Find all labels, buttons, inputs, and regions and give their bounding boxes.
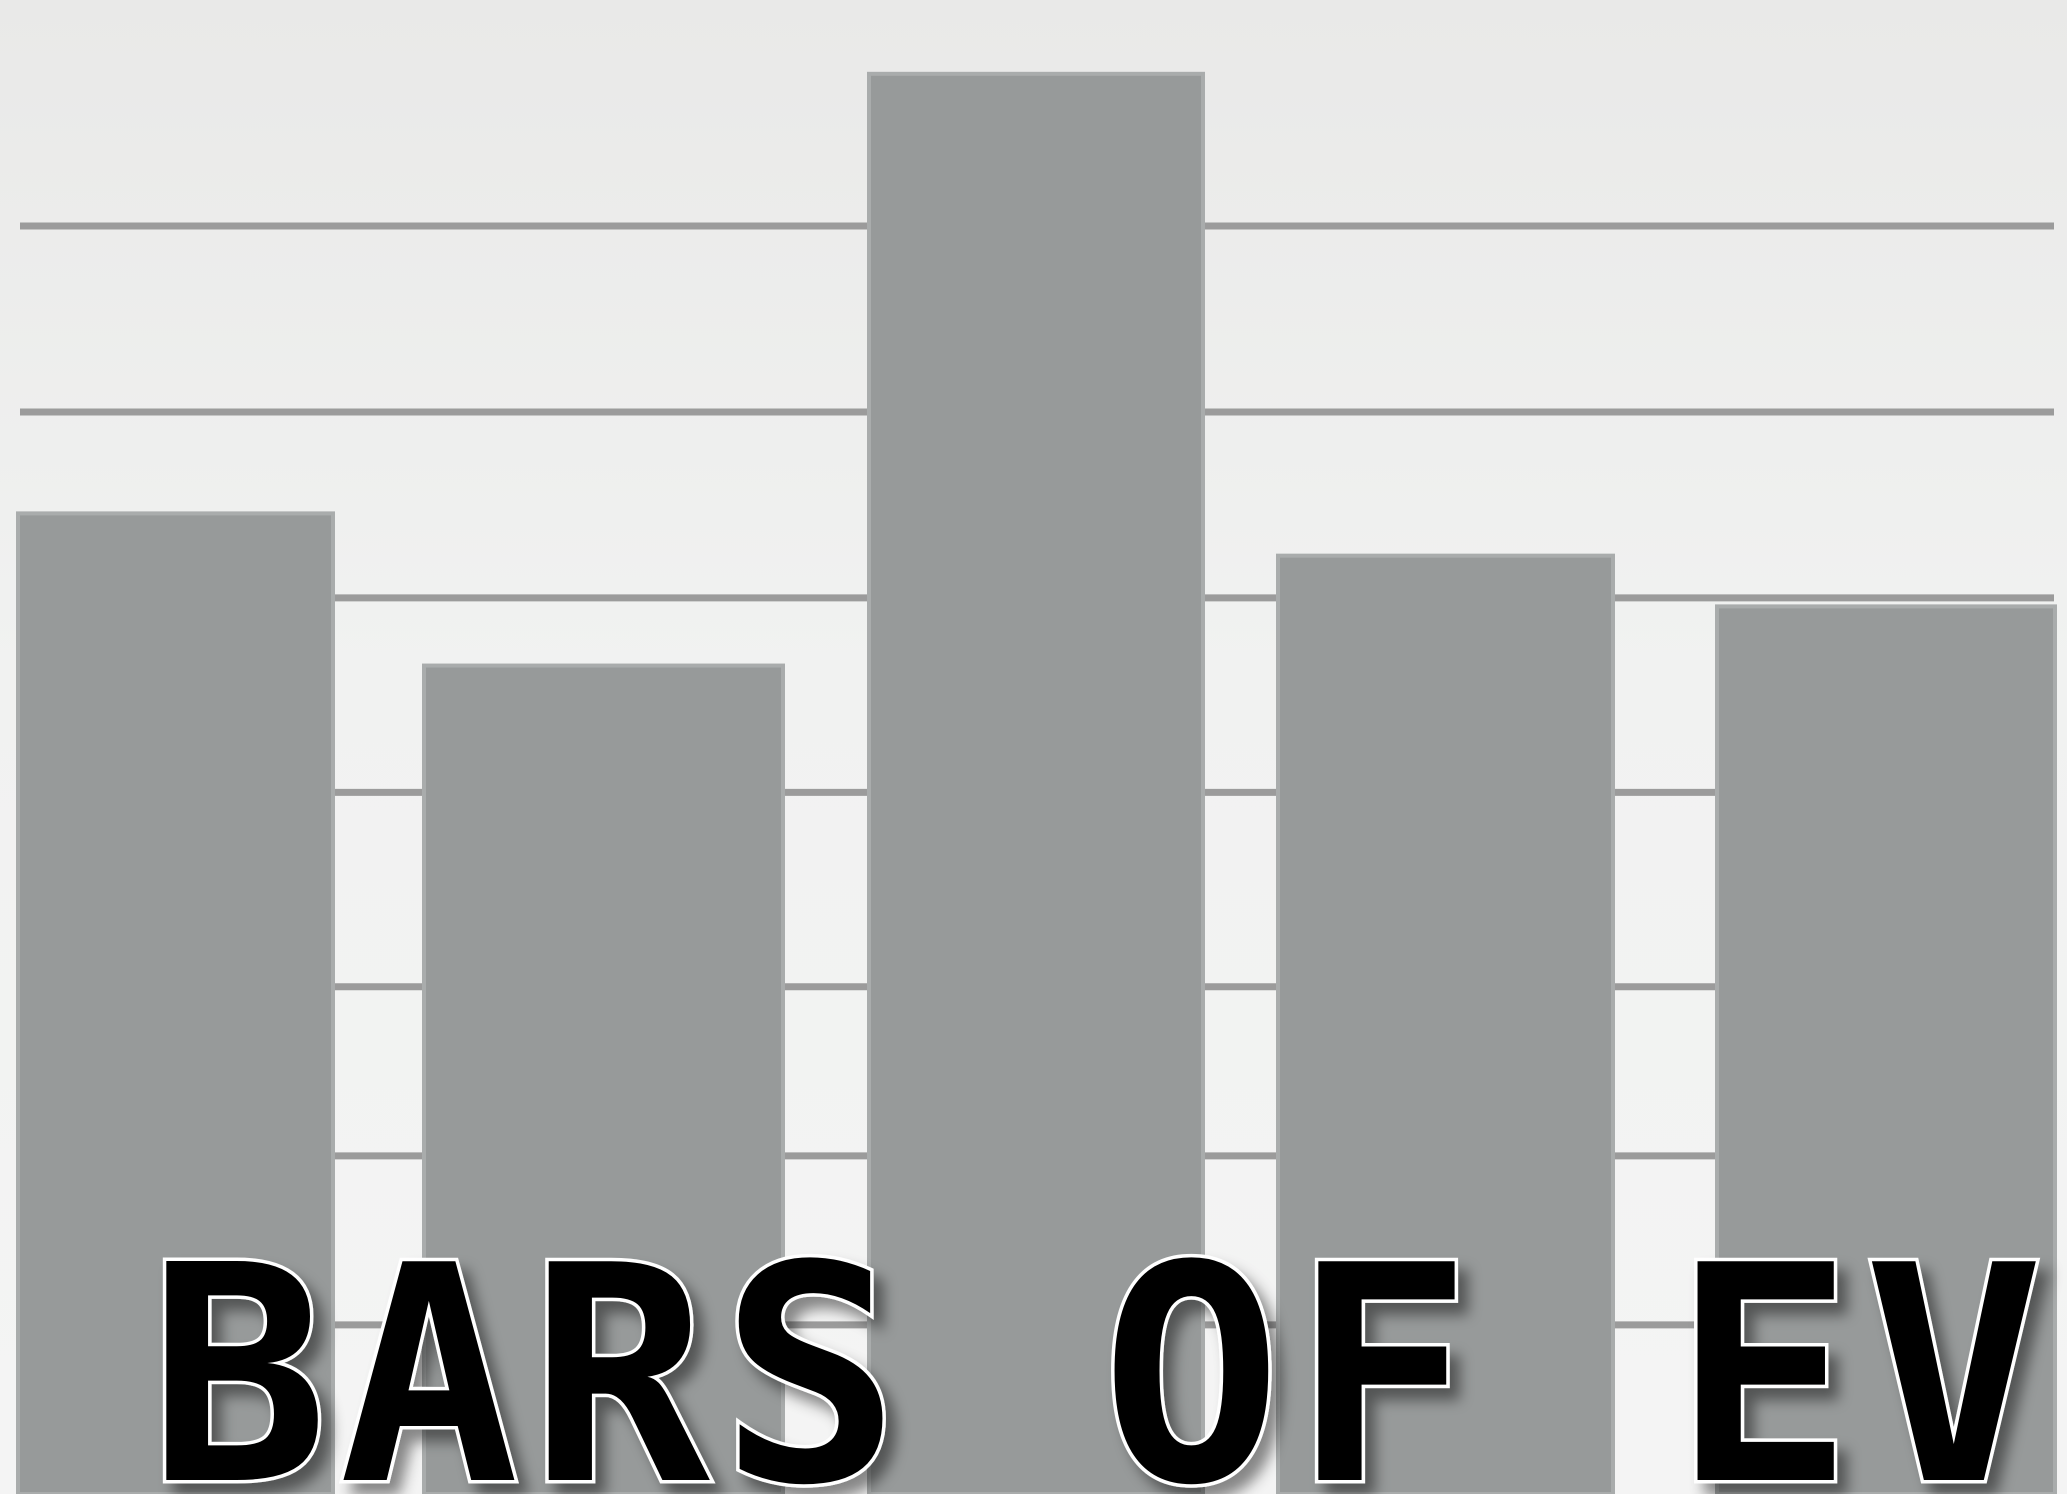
bars (16, 71, 2057, 1494)
chart-title: BARS OF EV (148, 1202, 2054, 1494)
bar-2 (422, 663, 785, 1494)
bar-5 (1715, 604, 2057, 1494)
bar-1 (16, 511, 335, 1494)
bar-4 (1276, 553, 1615, 1494)
bar-3 (867, 71, 1205, 1494)
